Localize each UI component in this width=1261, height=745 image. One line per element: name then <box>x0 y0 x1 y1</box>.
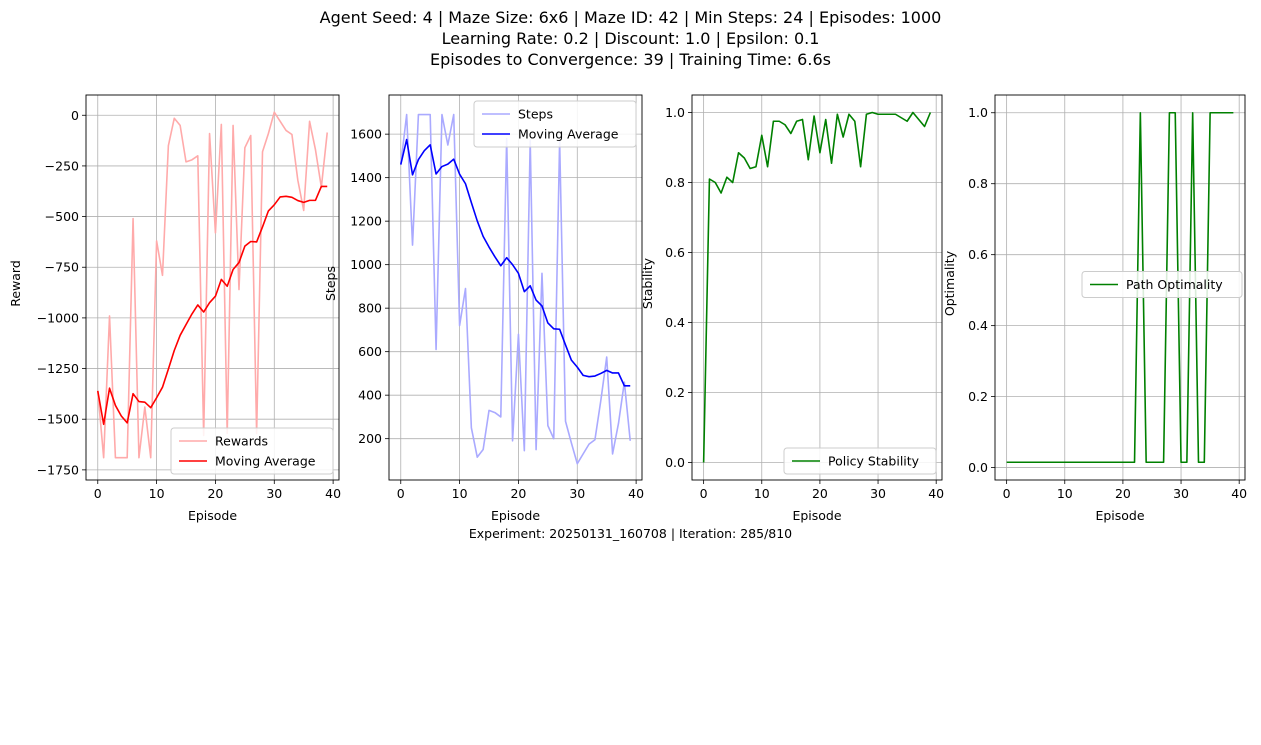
plot-frame <box>691 94 943 481</box>
y-axis-label: Stability <box>640 257 655 309</box>
legend: Rewards Moving Average <box>170 427 334 475</box>
legend: Steps Moving Average <box>473 100 637 148</box>
figure-title-line-3: Episodes to Convergence: 39 | Training T… <box>430 50 831 69</box>
series-line-steps <box>399 113 632 465</box>
chart-panel-1: 0 10 20 30 40 0 −250 −500 −750 −1000 −1250 −1500 −17… <box>8 94 341 523</box>
y-tick-label: 0.2 <box>968 389 988 404</box>
y-tick-label: 0.8 <box>968 176 988 191</box>
y-tick-label: −1250 <box>37 361 79 376</box>
x-tick-label: 30 <box>266 486 282 501</box>
legend-box <box>170 427 334 475</box>
y-tick-label: 1.0 <box>968 105 988 120</box>
y-tick-label: −1500 <box>37 412 79 427</box>
legend-box <box>1081 271 1243 298</box>
x-tick-label: 20 <box>510 486 526 501</box>
x-tick-label: 40 <box>325 486 341 501</box>
y-tick-label: 0.0 <box>968 460 988 475</box>
legend-entry-label: Steps <box>518 107 553 122</box>
y-tick-label: 0.4 <box>968 318 988 333</box>
series-line-rewards <box>96 111 329 459</box>
x-tick-label: 30 <box>870 486 886 501</box>
x-tick-label: 20 <box>812 486 828 501</box>
y-tick-label: 1200 <box>350 214 382 229</box>
x-tick-label: 0 <box>397 486 405 501</box>
legend-box <box>473 100 637 148</box>
legend-entry-label: Moving Average <box>215 454 316 469</box>
x-tick-label: 40 <box>928 486 944 501</box>
y-axis-label: Steps <box>323 266 338 301</box>
y-axis-label: Reward <box>8 260 23 307</box>
x-axis-label: Episode <box>1095 508 1144 523</box>
x-tick-label: 40 <box>1231 486 1247 501</box>
legend-entry-label: Policy Stability <box>828 454 920 469</box>
chart-panel-3: 0 10 20 30 40 0.0 0.2 0.4 0.6 0.8 1.0 Episode Stabil… <box>640 94 944 523</box>
experiment-footer: Experiment: 20250131_160708 | Iteration:… <box>468 526 793 541</box>
y-tick-label: 800 <box>358 301 382 316</box>
series-line-policy-stability <box>702 111 932 463</box>
x-tick-label: 20 <box>1115 486 1131 501</box>
legend-entry-label: Path Optimality <box>1126 277 1223 292</box>
y-tick-label: 1000 <box>350 257 382 272</box>
x-tick-label: 40 <box>628 486 644 501</box>
y-tick-label: 0.4 <box>665 315 685 330</box>
y-tick-label: 0.2 <box>665 385 685 400</box>
y-tick-label: −250 <box>45 158 79 173</box>
x-tick-label: 0 <box>94 486 102 501</box>
legend-entry-label: Rewards <box>215 434 268 449</box>
y-tick-label: 0 <box>71 108 79 123</box>
chart-panel-4: 0 10 20 30 40 0.0 0.2 0.4 0.6 0.8 1.0 Episode Optima… <box>942 94 1247 523</box>
y-tick-label: 0.6 <box>665 245 685 260</box>
plot-frame <box>994 94 1246 481</box>
legend: Path Optimality <box>1081 271 1243 298</box>
figure-title-line-2: Learning Rate: 0.2 | Discount: 1.0 | Eps… <box>441 29 820 48</box>
y-tick-label: −750 <box>45 260 79 275</box>
x-tick-label: 10 <box>1057 486 1073 501</box>
x-axis-label: Episode <box>491 508 540 523</box>
x-tick-label: 10 <box>754 486 770 501</box>
legend-entry-label: Moving Average <box>518 127 619 142</box>
plot-frame <box>388 94 643 481</box>
x-tick-label: 30 <box>569 486 585 501</box>
chart-panel-2: 0 10 20 30 40 200 400 600 800 1000 1200 1400 1600 Epi… <box>323 94 644 523</box>
y-tick-label: 0.0 <box>665 455 685 470</box>
y-tick-label: 1400 <box>350 170 382 185</box>
y-tick-label: −1000 <box>37 310 79 325</box>
y-tick-label: 0.8 <box>665 175 685 190</box>
x-tick-label: 20 <box>207 486 223 501</box>
series-line-moving-average <box>96 185 328 426</box>
plot-frame <box>85 94 340 481</box>
y-tick-label: 400 <box>358 388 382 403</box>
y-axis-label: Optimality <box>942 250 957 316</box>
y-tick-label: 1600 <box>350 127 382 142</box>
x-axis-label: Episode <box>792 508 841 523</box>
y-tick-label: −1750 <box>37 462 79 477</box>
x-axis-label: Episode <box>188 508 237 523</box>
x-tick-label: 30 <box>1173 486 1189 501</box>
legend-box <box>783 447 937 475</box>
y-tick-label: 200 <box>358 431 382 446</box>
y-tick-label: 0.6 <box>968 247 988 262</box>
y-tick-label: −500 <box>45 209 79 224</box>
series-line-moving-average <box>399 138 631 387</box>
y-tick-label: 600 <box>358 344 382 359</box>
x-tick-label: 0 <box>1003 486 1011 501</box>
y-tick-label: 1.0 <box>665 105 685 120</box>
legend: Policy Stability <box>783 447 937 475</box>
x-tick-label: 10 <box>452 486 468 501</box>
x-tick-label: 10 <box>149 486 165 501</box>
figure-title-line-1: Agent Seed: 4 | Maze Size: 6x6 | Maze ID… <box>319 8 942 27</box>
x-tick-label: 0 <box>700 486 708 501</box>
